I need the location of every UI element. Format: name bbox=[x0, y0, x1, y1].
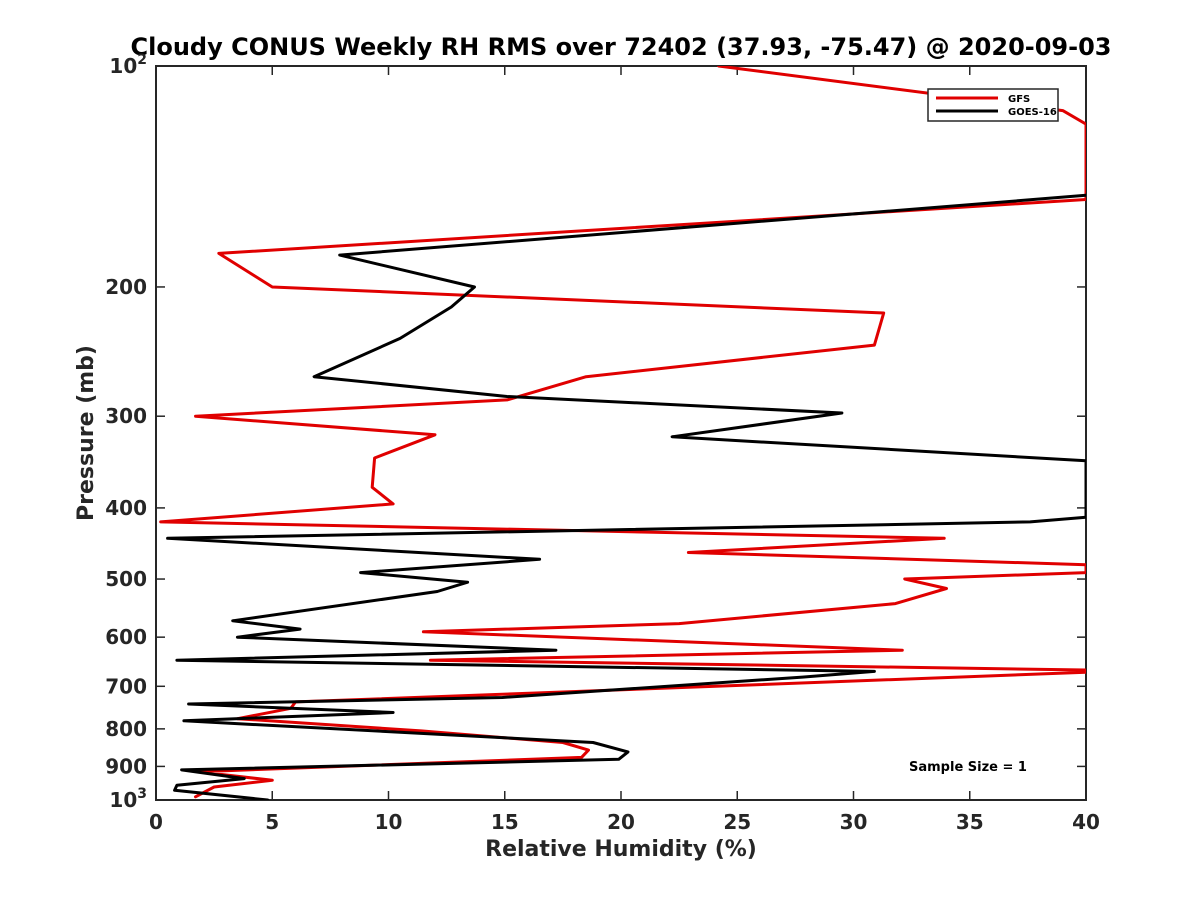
legend-box bbox=[927, 88, 1059, 122]
y-tick-label: 500 bbox=[105, 567, 147, 591]
series-layer bbox=[159, 66, 1086, 800]
legend-label: GOES-16 bbox=[1008, 107, 1057, 118]
x-tick-label: 5 bbox=[265, 810, 279, 834]
x-axis-label: Relative Humidity (%) bbox=[485, 837, 757, 862]
y-tick-label: 103 bbox=[109, 786, 147, 812]
y-tick-label: 800 bbox=[105, 717, 147, 741]
y-axis-label: Pressure (mb) bbox=[74, 345, 99, 521]
x-tick-label: 20 bbox=[607, 810, 635, 834]
x-tick-label: 40 bbox=[1072, 810, 1100, 834]
chart-title: Cloudy CONUS Weekly RH RMS over 72402 (3… bbox=[131, 33, 1112, 61]
legend: GFS GOES-16 bbox=[927, 88, 1059, 122]
y-axis: 102 200 300 400 500 600 700 800 900 103 bbox=[105, 52, 1086, 812]
x-tick-label: 35 bbox=[956, 810, 984, 834]
series-line-gfs bbox=[159, 66, 1086, 799]
sample-size-annotation: Sample Size = 1 bbox=[909, 760, 1027, 775]
series-line-goes-16 bbox=[166, 193, 1086, 800]
y-tick-label: 600 bbox=[105, 625, 147, 649]
y-tick-label: 900 bbox=[105, 754, 147, 778]
x-tick-label: 0 bbox=[149, 810, 163, 834]
y-tick-label: 102 bbox=[109, 52, 147, 78]
x-tick-label: 25 bbox=[723, 810, 751, 834]
x-tick-label: 15 bbox=[491, 810, 519, 834]
y-tick-label: 200 bbox=[105, 275, 147, 299]
x-tick-label: 10 bbox=[375, 810, 403, 834]
x-tick-label: 30 bbox=[840, 810, 868, 834]
x-axis: 0 5 10 15 20 25 30 35 40 bbox=[149, 66, 1100, 834]
y-tick-label: 400 bbox=[105, 496, 147, 520]
y-tick-label: 700 bbox=[105, 674, 147, 698]
y-tick-label: 300 bbox=[105, 404, 147, 428]
plot-area: 0 5 10 15 20 25 30 35 40 102 200 300 400 500 600 700 80… bbox=[105, 52, 1100, 834]
legend-label: GFS bbox=[1008, 94, 1030, 105]
